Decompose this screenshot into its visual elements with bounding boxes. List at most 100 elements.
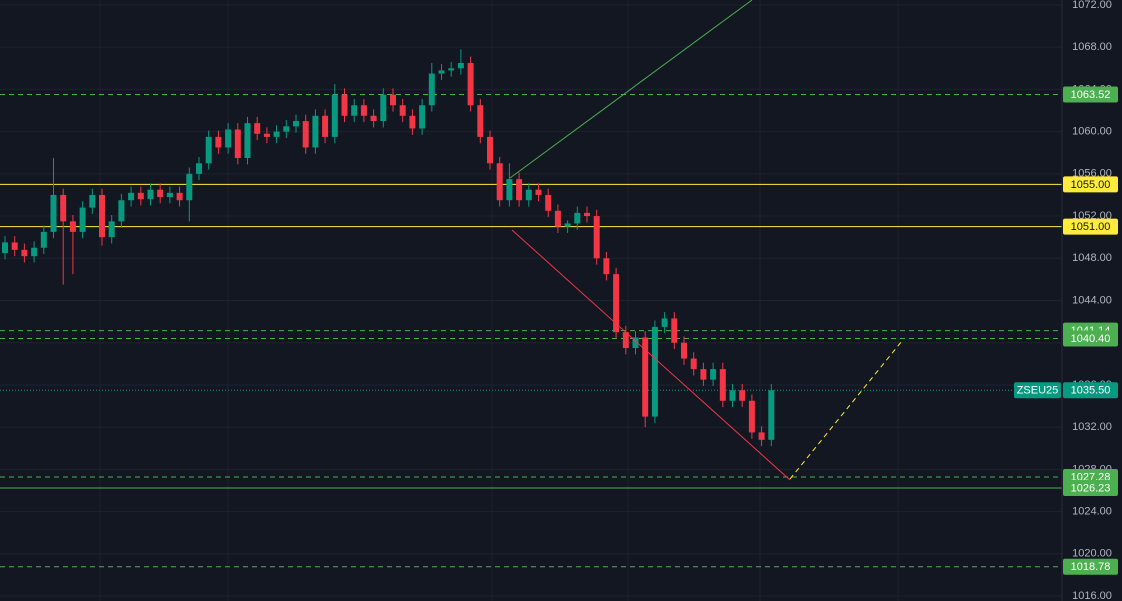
candle-body bbox=[457, 63, 464, 69]
price-badge bbox=[1063, 218, 1118, 235]
y-tick-label: 1044.00 bbox=[1072, 294, 1112, 306]
candle-body bbox=[487, 136, 493, 164]
price-badges: 1063.521055.001051.001041.141040.401027.… bbox=[1014, 86, 1118, 575]
price-badge-label: ZSEU25 bbox=[1017, 385, 1059, 397]
candle-body bbox=[273, 131, 280, 137]
y-tick-label: 1060.00 bbox=[1072, 126, 1112, 138]
candle-body bbox=[438, 70, 445, 74]
candle-body bbox=[525, 189, 532, 201]
candle-body bbox=[322, 115, 329, 137]
candle-body bbox=[409, 115, 416, 129]
candle-body bbox=[254, 123, 261, 134]
projection-line bbox=[789, 340, 903, 480]
candle-body bbox=[283, 126, 290, 132]
candle-body bbox=[428, 73, 435, 106]
candle-body bbox=[545, 194, 552, 211]
candle-body bbox=[244, 123, 251, 159]
price-badge bbox=[1063, 558, 1118, 575]
candle-body bbox=[467, 63, 474, 106]
candle-body bbox=[40, 231, 47, 248]
candle-body bbox=[293, 121, 299, 127]
candle-body bbox=[69, 221, 76, 232]
y-tick-label: 1072.00 bbox=[1072, 0, 1112, 11]
candle-body bbox=[302, 121, 309, 148]
candle-body bbox=[739, 390, 746, 401]
price-badge bbox=[1063, 86, 1118, 103]
trend-line bbox=[509, 0, 753, 179]
candle-body bbox=[234, 129, 241, 159]
candle-body bbox=[661, 318, 668, 327]
candle-body bbox=[748, 400, 755, 433]
price-badge bbox=[1063, 382, 1118, 399]
y-tick-label: 1032.00 bbox=[1072, 421, 1112, 433]
price-badge-label: 1040.40 bbox=[1071, 333, 1111, 345]
candle-body bbox=[108, 221, 115, 238]
candle-body bbox=[632, 337, 639, 348]
candle-body bbox=[205, 136, 212, 164]
price-badge bbox=[1063, 480, 1118, 497]
candle-body bbox=[729, 390, 736, 401]
price-badge-label: 1026.23 bbox=[1071, 482, 1111, 494]
price-levels bbox=[0, 93, 1062, 568]
candle-body bbox=[312, 115, 319, 148]
candle-body bbox=[118, 200, 125, 222]
price-badge bbox=[1063, 330, 1118, 347]
candle-body bbox=[89, 194, 96, 208]
y-tick-label: 1020.00 bbox=[1072, 548, 1112, 560]
candle-body bbox=[700, 369, 707, 380]
y-tick-label: 1068.00 bbox=[1072, 41, 1112, 53]
candle-body bbox=[60, 194, 67, 222]
candle-body bbox=[642, 337, 649, 417]
candle-body bbox=[31, 247, 38, 257]
price-badge-label: 1018.78 bbox=[1071, 561, 1111, 573]
candle-body bbox=[21, 249, 28, 257]
candle-body bbox=[351, 105, 358, 116]
candle-body bbox=[448, 68, 455, 71]
candle-body bbox=[516, 179, 523, 201]
candle-body bbox=[11, 242, 18, 250]
candle-body bbox=[651, 326, 658, 417]
candle-body bbox=[360, 105, 367, 116]
candle-body bbox=[79, 207, 86, 232]
candle-body bbox=[2, 242, 8, 254]
candle-body bbox=[370, 115, 377, 122]
candle-body bbox=[710, 369, 717, 380]
candle-body bbox=[99, 194, 105, 238]
candle-body bbox=[564, 223, 571, 227]
candles bbox=[2, 49, 775, 447]
candle-body bbox=[331, 94, 338, 137]
candle-body bbox=[768, 390, 775, 440]
candle-body bbox=[584, 212, 590, 217]
candle-body bbox=[263, 133, 270, 137]
candle-body bbox=[399, 105, 406, 116]
candle-body bbox=[50, 194, 57, 232]
candle-body bbox=[380, 94, 387, 122]
candle-body bbox=[622, 332, 629, 348]
horizontal-grid bbox=[0, 4, 1062, 597]
candle-body bbox=[196, 163, 202, 174]
y-tick-label: 1016.00 bbox=[1072, 590, 1112, 601]
candle-body bbox=[215, 136, 222, 148]
candle-body bbox=[719, 369, 726, 401]
candle-body bbox=[157, 189, 164, 198]
candle-body bbox=[186, 173, 193, 201]
candle-body bbox=[477, 105, 484, 137]
candle-body bbox=[176, 192, 183, 201]
candle-body bbox=[147, 189, 154, 200]
candle-body bbox=[390, 94, 396, 106]
candle-body bbox=[496, 163, 503, 201]
candle-body bbox=[225, 129, 232, 148]
price-badge-label: 1063.52 bbox=[1071, 89, 1111, 101]
candle-body bbox=[603, 258, 610, 275]
candle-body bbox=[690, 358, 697, 370]
price-badge-label: 1035.50 bbox=[1071, 385, 1111, 397]
candle-body bbox=[758, 432, 765, 440]
y-tick-label: 1024.00 bbox=[1072, 506, 1112, 518]
candle-body bbox=[535, 189, 542, 195]
candle-body bbox=[681, 342, 687, 359]
candle-body bbox=[137, 192, 144, 200]
candle-body bbox=[166, 192, 173, 198]
candle-body bbox=[506, 179, 513, 201]
candle-body bbox=[128, 192, 135, 201]
